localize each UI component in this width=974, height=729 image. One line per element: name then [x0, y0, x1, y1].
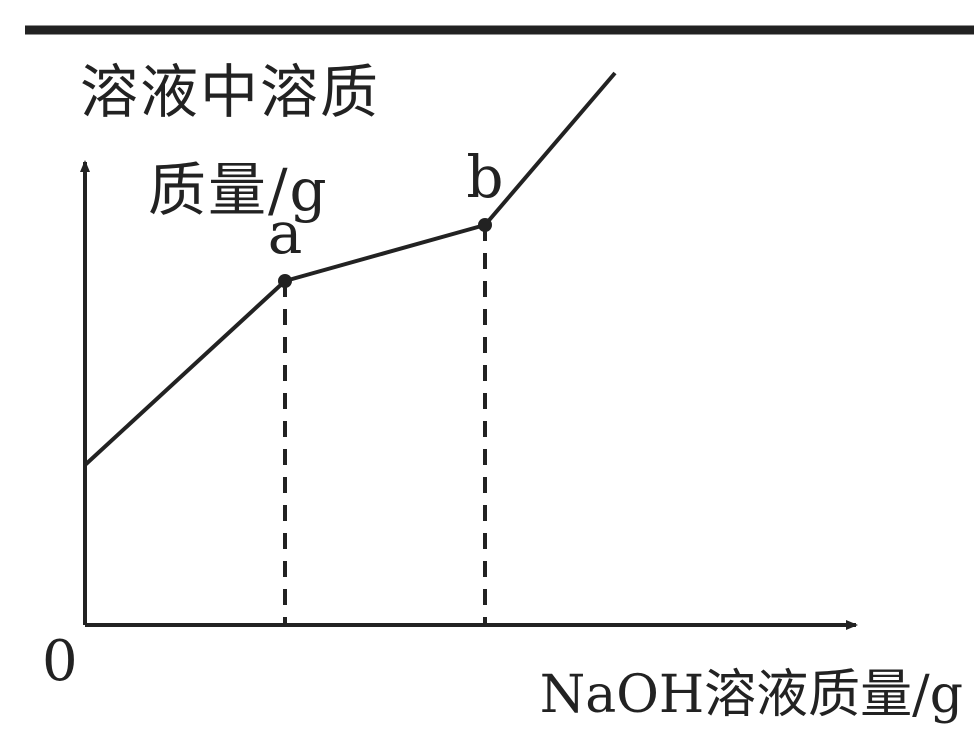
y-axis-label-line-1: 溶液中溶质 — [80, 58, 380, 126]
point-b — [478, 218, 492, 232]
point-label-a: a — [268, 199, 303, 267]
annotation-layer: ab — [268, 143, 504, 625]
origin-label: 0 — [42, 629, 78, 694]
point-label-b: b — [466, 143, 503, 211]
y-axis-label-line-2: 质量/g — [148, 156, 329, 224]
point-a — [278, 274, 292, 288]
series-line-0 — [83, 71, 617, 467]
series-layer — [83, 71, 617, 467]
x-axis-label: NaOH溶液质量/g — [540, 665, 963, 725]
